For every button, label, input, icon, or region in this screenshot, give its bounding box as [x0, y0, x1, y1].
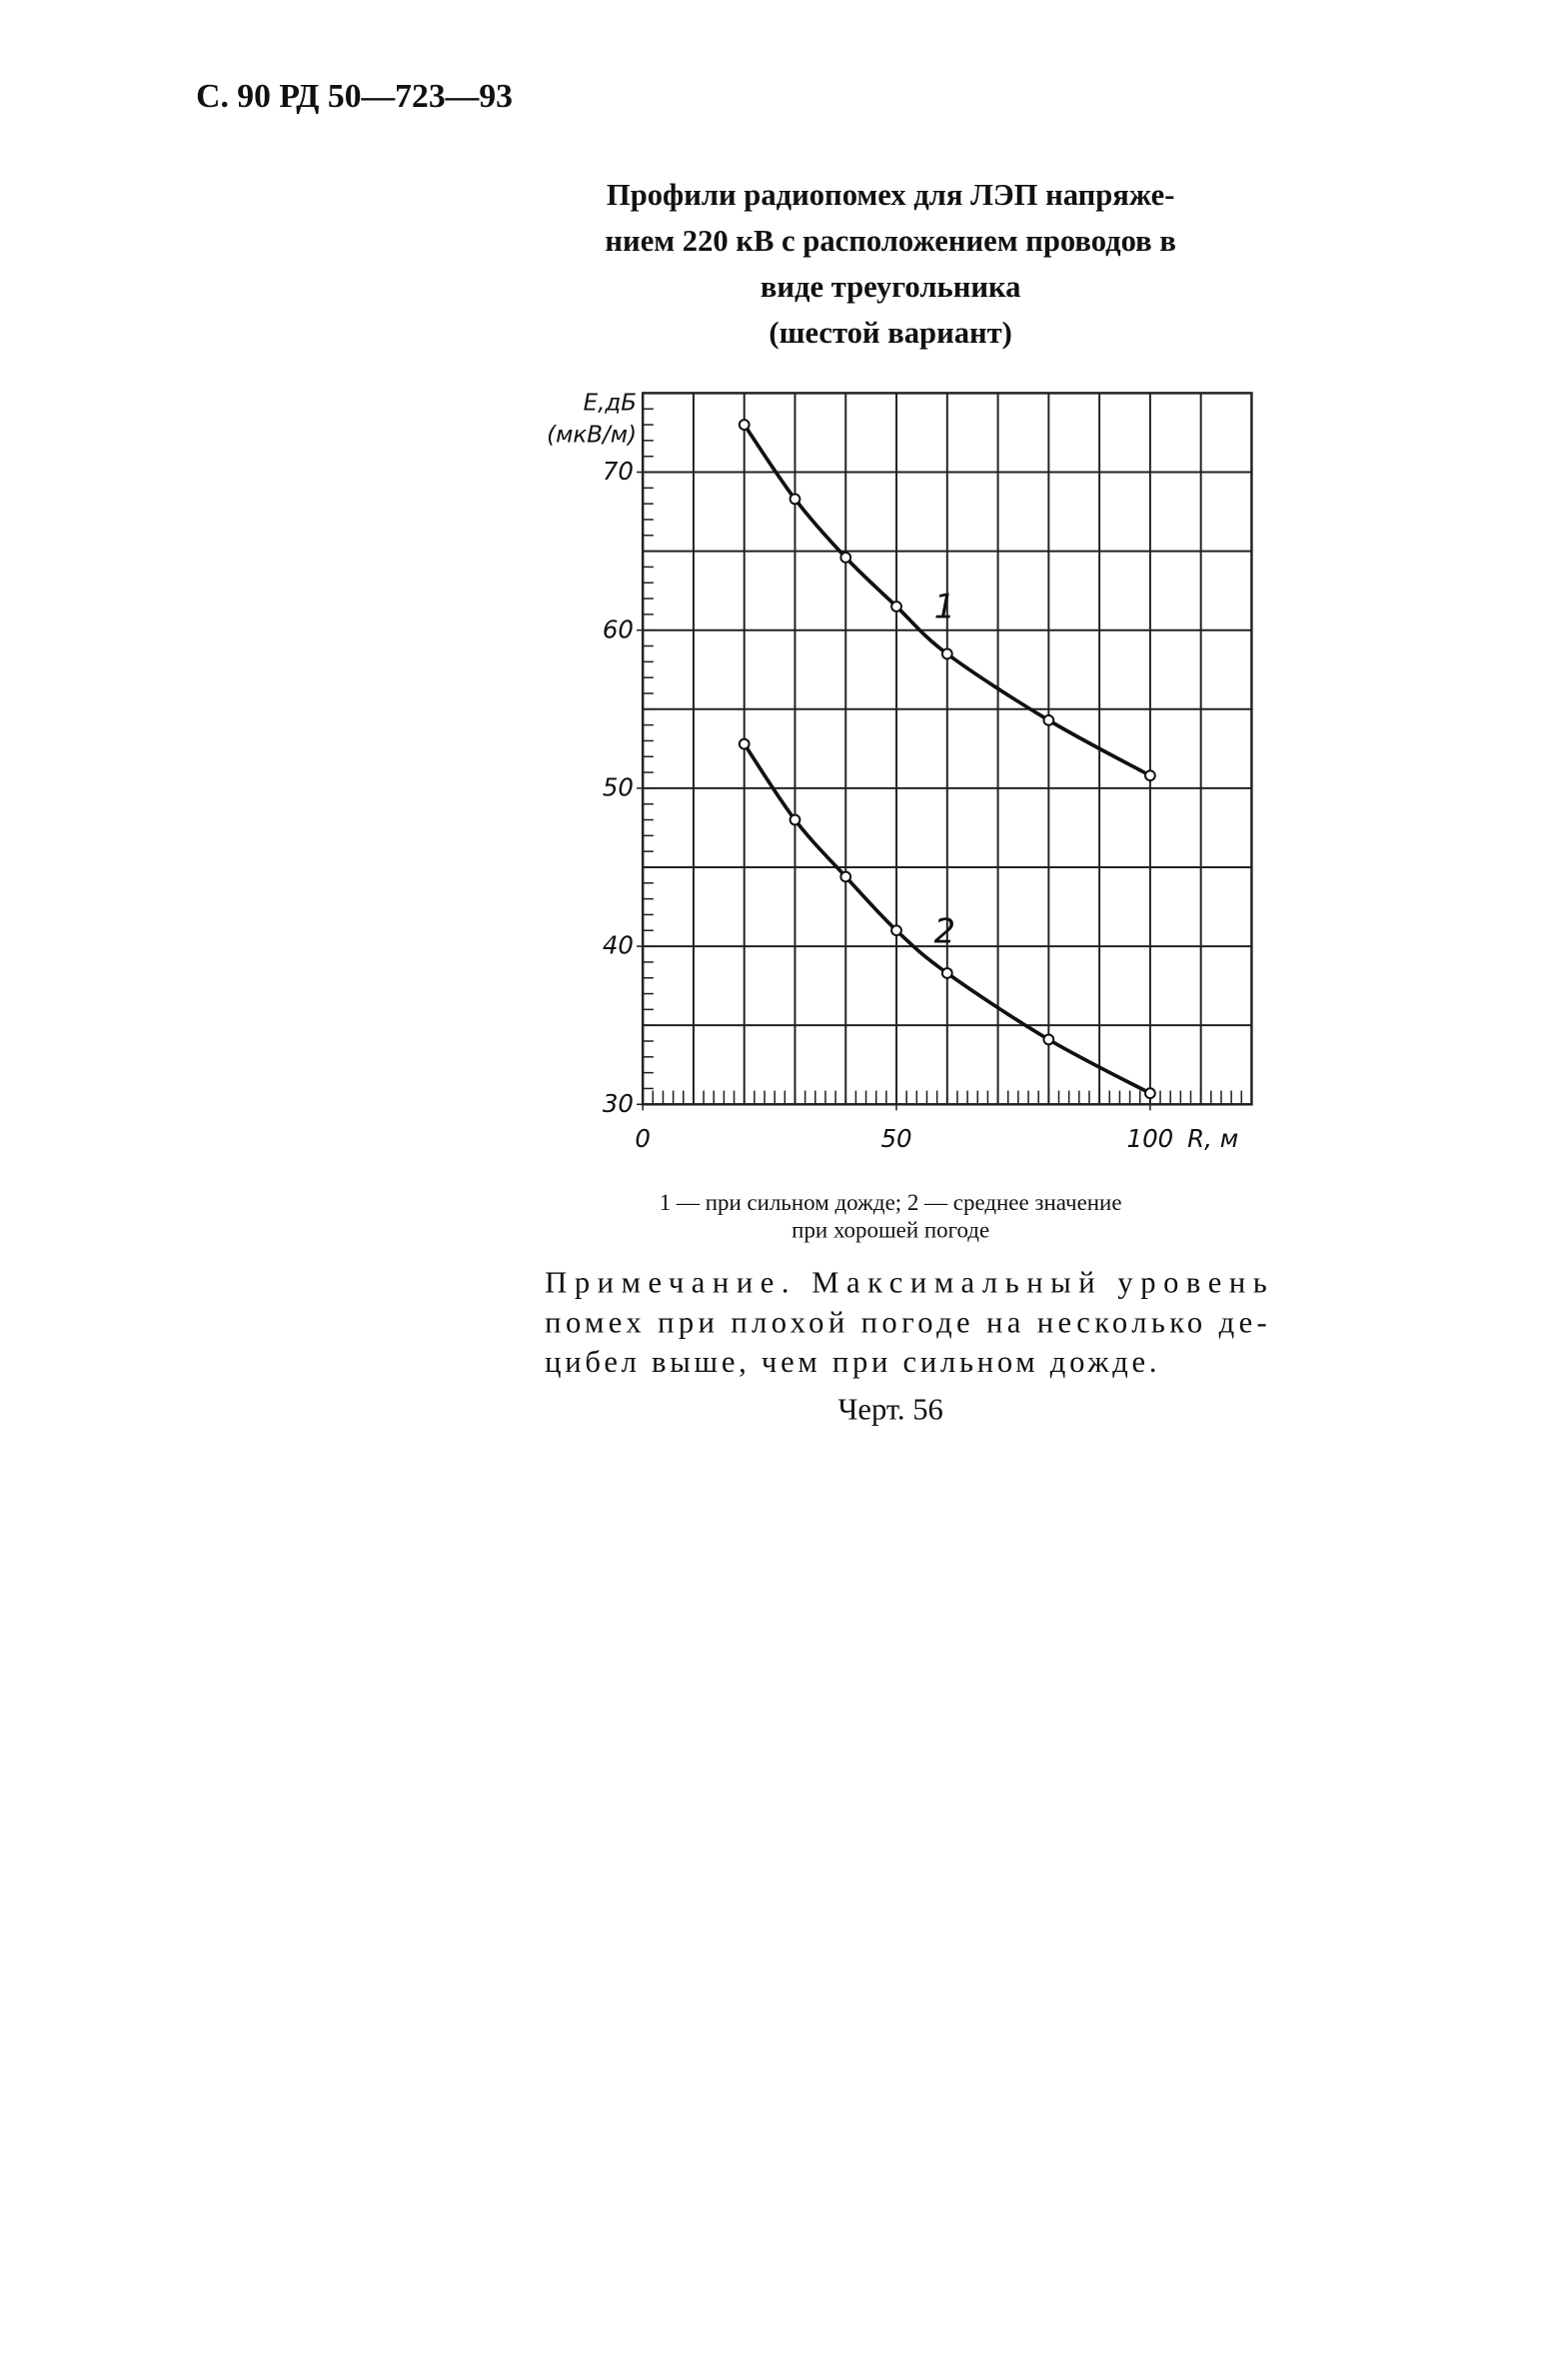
data-point	[839, 552, 852, 564]
plot-frame	[641, 392, 1253, 1106]
series-label: 2	[934, 911, 955, 950]
chart-title: виде треугольника	[761, 270, 1021, 304]
y-tick-label: 70	[603, 457, 634, 486]
y-tick-label: 40	[603, 931, 634, 960]
y-axis-label: (мкВ/м)	[547, 422, 637, 448]
data-point	[940, 967, 953, 979]
figure-caption: 1 — при сильном дожде; 2 — среднее значе…	[660, 1190, 1122, 1215]
series-label: 1	[934, 587, 955, 625]
x-tick-label: 100	[1127, 1124, 1174, 1153]
y-axis-label: E,дБ	[584, 390, 637, 416]
data-point	[738, 737, 751, 750]
data-point	[788, 493, 801, 506]
x-tick-label: 0	[635, 1124, 651, 1153]
data-point	[1143, 769, 1156, 782]
y-tick-label: 60	[603, 614, 634, 643]
y-tick-label: 30	[603, 1089, 634, 1118]
figure-label: Черт. 56	[837, 1393, 942, 1427]
data-point	[890, 924, 902, 937]
page-header: С. 90 РД 50—723—93	[196, 78, 513, 115]
chart-title: Профили радиопомех для ЛЭП напряже-	[607, 178, 1175, 212]
data-point	[788, 813, 801, 826]
figure-caption: при хорошей погоде	[791, 1217, 989, 1242]
data-point	[1042, 1033, 1055, 1046]
chart-title: (шестой вариант)	[769, 316, 1011, 350]
chart-title: нием 220 кВ с расположением проводов в	[605, 224, 1175, 258]
data-point	[738, 419, 751, 431]
data-point	[1143, 1087, 1156, 1100]
data-point	[839, 870, 852, 883]
data-point	[1042, 713, 1055, 726]
y-tick-label: 50	[603, 773, 634, 802]
data-point	[890, 600, 902, 612]
x-tick-label: 50	[880, 1124, 911, 1153]
note-text: помех при плохой погоде на несколько де-	[545, 1305, 1267, 1339]
data-point	[940, 647, 953, 660]
x-axis-label: R, м	[1187, 1124, 1238, 1153]
